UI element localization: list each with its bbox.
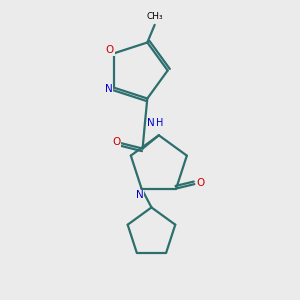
Text: O: O	[106, 45, 114, 55]
Text: O: O	[112, 137, 120, 147]
Text: O: O	[196, 178, 204, 188]
Text: N: N	[147, 118, 155, 128]
Text: N: N	[105, 84, 112, 94]
Text: CH₃: CH₃	[147, 12, 164, 21]
Text: H: H	[156, 118, 164, 128]
Text: N: N	[136, 190, 144, 200]
